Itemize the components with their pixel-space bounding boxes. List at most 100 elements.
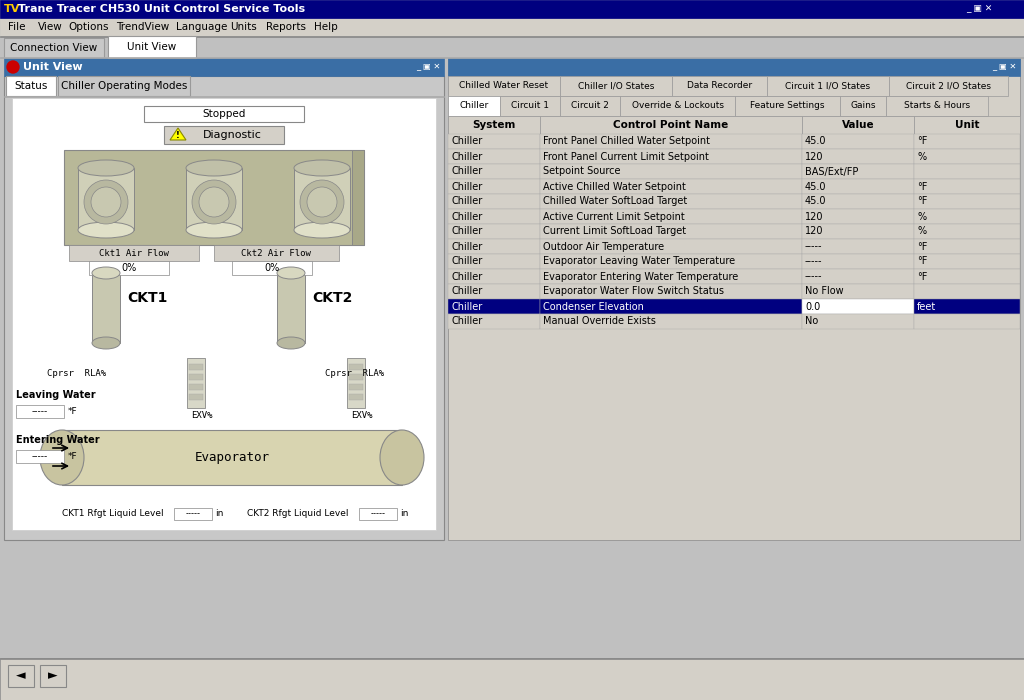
Bar	[63, 150, 364, 245]
Text: -----: -----	[371, 510, 385, 519]
Bar	[767, 76, 889, 96]
Bar	[0, 658, 1024, 700]
Bar	[500, 96, 560, 116]
Bar	[449, 254, 540, 269]
Bar	[16, 450, 63, 463]
Bar	[840, 96, 886, 116]
Bar	[802, 179, 914, 194]
Bar	[802, 314, 914, 329]
Text: %: %	[918, 227, 926, 237]
Bar	[449, 269, 540, 284]
Text: °F: °F	[918, 136, 928, 146]
Text: ◄: ◄	[16, 669, 26, 682]
Bar	[914, 209, 1020, 224]
Bar	[540, 134, 802, 149]
Bar	[89, 261, 169, 275]
Text: No Flow: No Flow	[805, 286, 844, 297]
Text: EXV%: EXV%	[191, 412, 213, 421]
Text: Data Recorder: Data Recorder	[687, 81, 752, 90]
Bar	[914, 239, 1020, 254]
Text: Chilled Water SoftLoad Target: Chilled Water SoftLoad Target	[543, 197, 687, 206]
Bar	[0, 36, 1024, 58]
Ellipse shape	[278, 337, 305, 349]
Bar	[349, 394, 362, 400]
Bar	[449, 76, 560, 96]
Bar	[449, 194, 540, 209]
Bar	[540, 149, 802, 164]
Text: Connection View: Connection View	[10, 43, 97, 53]
Text: -----: -----	[805, 272, 822, 281]
Text: !: !	[176, 130, 180, 139]
Bar	[540, 194, 802, 209]
Text: °F: °F	[918, 241, 928, 251]
Text: Circuit 2 I/O States: Circuit 2 I/O States	[906, 81, 991, 90]
Bar	[540, 179, 802, 194]
Text: in: in	[400, 510, 409, 519]
Text: TV: TV	[4, 4, 20, 14]
Bar	[802, 254, 914, 269]
Text: Chiller: Chiller	[451, 227, 482, 237]
Text: Condenser Elevation: Condenser Elevation	[543, 302, 644, 312]
Text: 0%: 0%	[264, 263, 280, 273]
Bar	[449, 239, 540, 254]
Bar	[449, 164, 540, 179]
Bar	[914, 179, 1020, 194]
Text: Unit View: Unit View	[127, 42, 176, 52]
Text: Evaporator Leaving Water Temperature: Evaporator Leaving Water Temperature	[543, 256, 735, 267]
Bar	[189, 384, 203, 390]
Polygon shape	[170, 128, 186, 140]
Text: °F: °F	[918, 181, 928, 192]
Text: _ ▣ ✕: _ ▣ ✕	[416, 62, 440, 71]
Bar	[449, 134, 540, 149]
Bar	[449, 314, 540, 329]
Text: Chiller: Chiller	[451, 256, 482, 267]
Bar	[0, 540, 1024, 658]
Text: 0.0: 0.0	[805, 302, 820, 312]
Bar	[914, 224, 1020, 239]
Text: Ckt1 Air Flow: Ckt1 Air Flow	[99, 248, 169, 258]
Text: Chiller Operating Modes: Chiller Operating Modes	[60, 81, 187, 91]
Ellipse shape	[300, 180, 344, 224]
Text: -----: -----	[32, 407, 48, 416]
Bar	[92, 273, 120, 343]
Bar	[560, 76, 672, 96]
Text: Front Panel Chilled Water Setpoint: Front Panel Chilled Water Setpoint	[543, 136, 710, 146]
Text: Unit View: Unit View	[23, 62, 83, 72]
Text: Starts & Hours: Starts & Hours	[904, 102, 970, 111]
Text: in: in	[215, 510, 223, 519]
Text: %: %	[918, 211, 926, 221]
Bar	[802, 269, 914, 284]
Text: Manual Override Exists: Manual Override Exists	[543, 316, 656, 326]
Ellipse shape	[92, 267, 120, 279]
Ellipse shape	[193, 180, 236, 224]
Text: Circuit 2: Circuit 2	[571, 102, 609, 111]
Ellipse shape	[380, 430, 424, 485]
Ellipse shape	[78, 160, 134, 176]
Bar	[620, 96, 735, 116]
Bar	[164, 126, 284, 144]
Text: Feature Settings: Feature Settings	[751, 102, 824, 111]
Bar	[914, 194, 1020, 209]
Bar	[914, 269, 1020, 284]
Bar	[62, 430, 402, 485]
Bar	[914, 134, 1020, 149]
Bar	[0, 57, 1024, 58]
Bar	[802, 194, 914, 209]
Bar	[802, 116, 914, 134]
Text: Chiller: Chiller	[451, 211, 482, 221]
Text: File: File	[8, 22, 26, 32]
Text: Active Current Limit Setpoint: Active Current Limit Setpoint	[543, 211, 685, 221]
Text: Chiller I/O States: Chiller I/O States	[578, 81, 654, 90]
Text: EXV%: EXV%	[351, 412, 373, 421]
Text: °F: °F	[918, 272, 928, 281]
Bar	[914, 116, 1020, 134]
Text: BAS/Ext/FP: BAS/Ext/FP	[805, 167, 858, 176]
Text: Chiller: Chiller	[460, 102, 488, 111]
Ellipse shape	[92, 337, 120, 349]
Text: Chiller: Chiller	[451, 316, 482, 326]
Bar	[189, 364, 203, 370]
Bar	[294, 168, 350, 230]
Bar	[352, 150, 364, 245]
Bar	[0, 58, 1024, 658]
Text: Leaving Water: Leaving Water	[16, 390, 95, 400]
